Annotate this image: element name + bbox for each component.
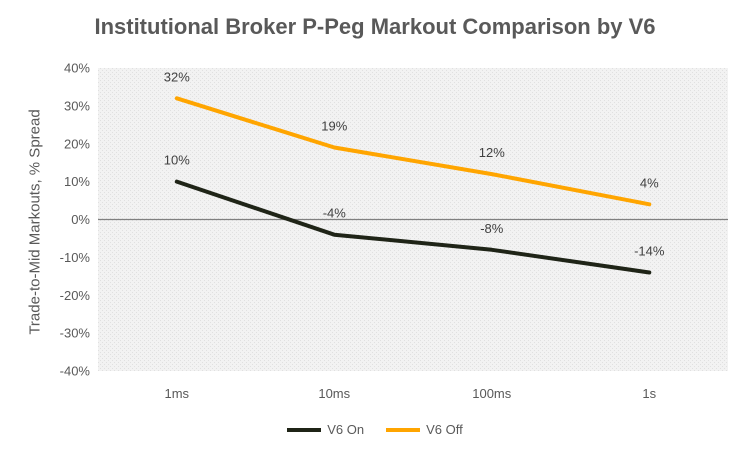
y-tick-label: 20% [64, 136, 90, 151]
y-tick-label: -10% [60, 250, 91, 265]
y-tick-label: 30% [64, 98, 90, 113]
legend-swatch-v6-on [287, 427, 322, 432]
legend-label-v6-off: V6 Off [426, 422, 463, 437]
data-label-v6-off: 32% [164, 69, 190, 84]
legend-item-v6-on: V6 On [287, 422, 364, 437]
x-tick-label: 1s [642, 386, 656, 401]
data-label-v6-off: 4% [640, 175, 659, 190]
data-label-v6-off: 19% [321, 119, 347, 134]
series-line-v6-off [174, 96, 652, 207]
data-label-v6-on: -14% [634, 244, 665, 259]
data-label-v6-on: 10% [164, 153, 190, 168]
x-tick-label: 1ms [164, 386, 189, 401]
legend: V6 On V6 Off [0, 422, 750, 437]
y-tick-label: 10% [64, 174, 90, 189]
x-tick-label: 100ms [472, 386, 512, 401]
data-label-v6-on: -4% [323, 206, 347, 221]
y-tick-label: 0% [71, 212, 90, 227]
data-label-v6-off: 12% [479, 145, 505, 160]
legend-swatch-v6-off [386, 427, 421, 432]
legend-item-v6-off: V6 Off [386, 422, 463, 437]
x-tick-label: 10ms [318, 386, 350, 401]
chart-title: Institutional Broker P-Peg Markout Compa… [94, 14, 656, 39]
series-line-v6-on [174, 179, 652, 275]
legend-label-v6-on: V6 On [327, 422, 365, 437]
y-tick-label: -40% [60, 364, 91, 379]
y-tick-label: 40% [64, 61, 90, 76]
y-tick-label: -30% [60, 326, 91, 341]
y-tick-label: -20% [60, 288, 91, 303]
data-label-v6-on: -8% [480, 221, 504, 236]
